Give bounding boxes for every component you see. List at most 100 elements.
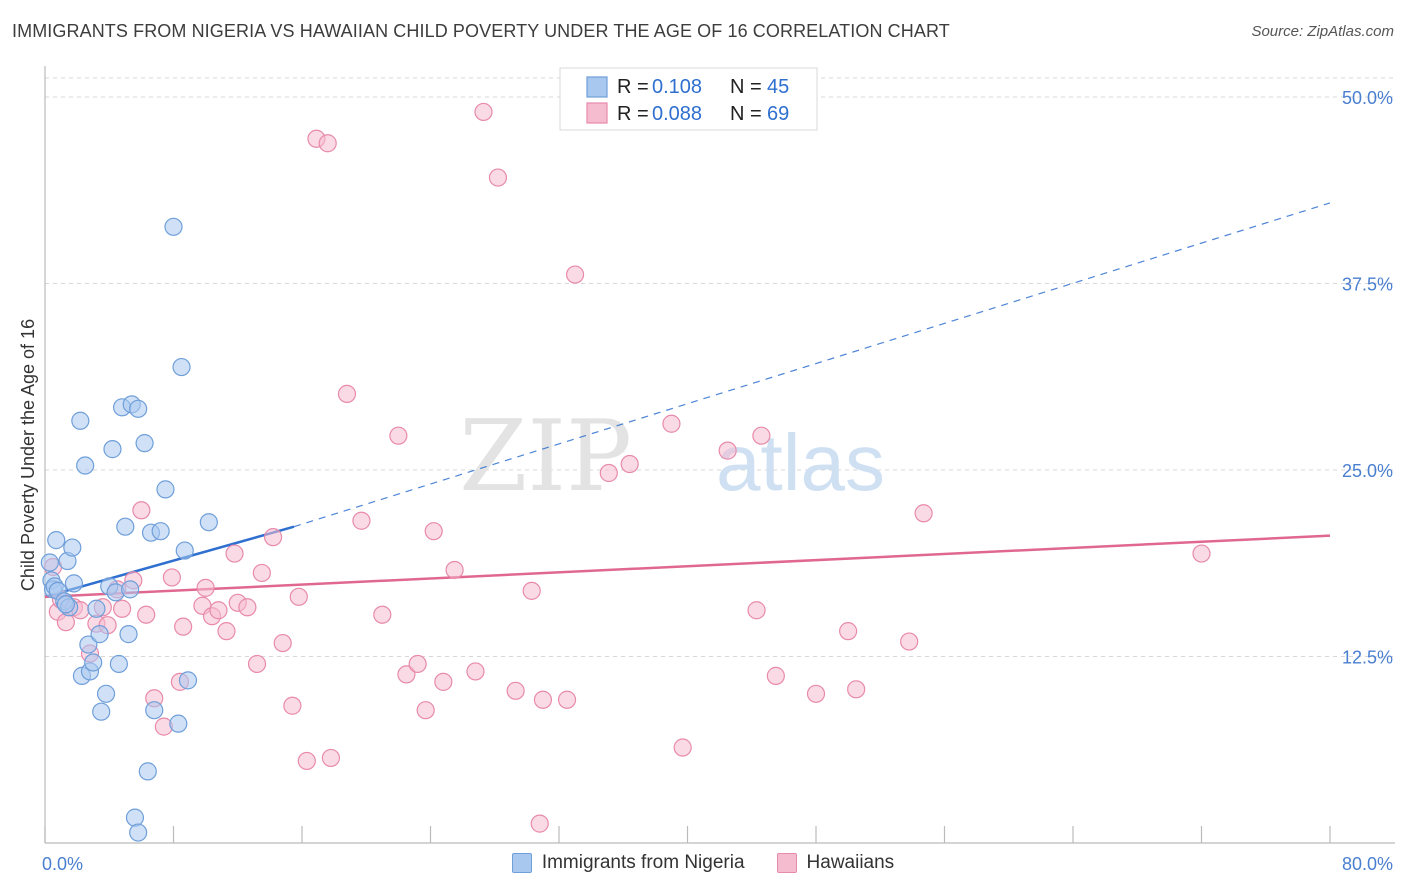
legend-swatch-pink — [586, 102, 608, 124]
x-tick-label-min: 0.0% — [42, 854, 83, 874]
point-hawaiian-66 — [839, 622, 858, 641]
point-hawaiian-46 — [434, 672, 453, 691]
y-tick-label-2: 37.5% — [1342, 275, 1393, 295]
legend-item-hawaiians: Hawaiians — [776, 852, 895, 874]
point-hawaiian-56 — [565, 265, 585, 284]
point-nigeria-36 — [151, 522, 170, 541]
point-nigeria-11 — [56, 595, 75, 614]
point-hawaiian-38 — [337, 384, 357, 404]
point-hawaiian-45 — [424, 522, 443, 541]
point-hawaiian-58 — [620, 454, 639, 474]
point-nigeria-9 — [64, 574, 84, 593]
point-hawaiian-65 — [806, 684, 826, 703]
grid-lines — [45, 77, 1395, 657]
point-nigeria-27 — [116, 517, 135, 536]
chart-title: IMMIGRANTS FROM NIGERIA VS HAWAIIAN CHIL… — [12, 21, 950, 41]
point-nigeria-19 — [90, 625, 109, 644]
point-hawaiian-11 — [112, 599, 132, 618]
legend-label-nigeria: Immigrants from Nigeria — [541, 852, 745, 873]
point-hawaiian-48 — [466, 662, 485, 681]
point-hawaiian-52 — [522, 581, 541, 600]
point-nigeria-43 — [175, 541, 194, 560]
point-nigeria-16 — [79, 635, 98, 654]
point-nigeria-18 — [87, 599, 106, 618]
point-hawaiian-43 — [408, 654, 427, 674]
legend-r-value-pink: 0.088 — [652, 103, 702, 125]
point-nigeria-10 — [63, 538, 82, 557]
point-nigeria-5 — [47, 531, 66, 550]
point-hawaiian-25 — [225, 544, 244, 563]
point-nigeria-28 — [119, 625, 138, 644]
point-hawaiian-57 — [599, 463, 618, 483]
point-nigeria-39 — [129, 823, 148, 842]
legend-label-hawaiians: Hawaiians — [806, 852, 895, 873]
point-nigeria-41 — [169, 714, 188, 733]
legend-n-label-pink: N = — [730, 103, 762, 125]
point-nigeria-23 — [103, 440, 122, 459]
y-axis-title: Child Poverty Under the Age of 16 — [18, 319, 38, 591]
data-points — [40, 102, 1211, 842]
y-tick-label-0: 12.5% — [1342, 648, 1393, 668]
point-hawaiian-69 — [914, 504, 933, 523]
point-hawaiian-23 — [209, 601, 228, 620]
point-hawaiian-64 — [766, 666, 785, 685]
trend-nigeria-solid — [44, 525, 295, 599]
point-hawaiian-3 — [56, 613, 75, 632]
point-nigeria-17 — [84, 653, 103, 672]
point-hawaiian-44 — [416, 701, 435, 720]
legend-n-value-pink: 69 — [767, 103, 789, 125]
axes — [44, 66, 1395, 844]
point-hawaiian-60 — [673, 738, 692, 757]
point-hawaiian-59 — [662, 414, 681, 433]
point-hawaiian-17 — [162, 568, 181, 587]
series-legend: Immigrants from Nigeria Hawaiians — [0, 852, 1406, 874]
point-hawaiian-62 — [747, 601, 766, 620]
legend-r-label-pink: R = — [617, 103, 649, 125]
point-nigeria-13 — [76, 456, 95, 475]
point-nigeria-20 — [92, 702, 111, 721]
point-nigeria-35 — [145, 701, 164, 720]
point-hawaiian-49 — [474, 102, 493, 122]
point-nigeria-0 — [40, 553, 59, 572]
point-hawaiian-33 — [289, 587, 308, 606]
point-hawaiian-28 — [247, 654, 267, 674]
point-hawaiian-32 — [283, 696, 302, 715]
point-hawaiian-36 — [318, 134, 337, 153]
point-nigeria-21 — [96, 684, 116, 703]
point-nigeria-32 — [135, 434, 154, 453]
point-nigeria-42 — [172, 357, 191, 377]
trend-lines — [44, 202, 1331, 599]
legend-r-value-blue: 0.108 — [652, 76, 702, 98]
point-hawaiian-53 — [530, 814, 549, 833]
point-hawaiian-70 — [1192, 544, 1211, 563]
x-tick-label-max: 80.0% — [1342, 854, 1393, 874]
point-hawaiian-41 — [389, 426, 408, 445]
swatch-pink — [776, 853, 797, 873]
point-hawaiian-47 — [445, 560, 464, 580]
watermark: ZIP atlas — [459, 400, 885, 514]
trend-hawaiian — [44, 534, 1331, 599]
correlation-legend: R = 0.108 N = 45 R = 0.088 N = 69 — [559, 67, 818, 131]
point-hawaiian-37 — [321, 748, 341, 768]
legend-n-value-blue: 45 — [767, 76, 789, 98]
point-hawaiian-31 — [273, 633, 292, 653]
point-nigeria-37 — [156, 480, 175, 499]
point-hawaiian-19 — [174, 617, 193, 636]
point-hawaiian-63 — [752, 426, 771, 445]
watermark-atlas: atlas — [716, 418, 885, 507]
point-nigeria-12 — [71, 411, 90, 430]
point-nigeria-38 — [125, 808, 145, 827]
point-nigeria-29 — [121, 580, 140, 599]
point-nigeria-31 — [129, 399, 148, 418]
point-hawaiian-42 — [397, 665, 416, 684]
point-hawaiian-68 — [900, 632, 919, 651]
legend-item-nigeria: Immigrants from Nigeria — [511, 852, 745, 874]
point-hawaiian-14 — [137, 605, 156, 624]
tick-labels: 12.5% 25.0% 37.5% 50.0% 0.0% 80.0% — [42, 88, 1393, 874]
point-hawaiian-30 — [263, 528, 283, 547]
point-hawaiian-34 — [297, 751, 316, 771]
legend-n-label-blue: N = — [730, 76, 762, 98]
point-hawaiian-39 — [352, 511, 371, 530]
point-nigeria-44 — [178, 671, 198, 690]
